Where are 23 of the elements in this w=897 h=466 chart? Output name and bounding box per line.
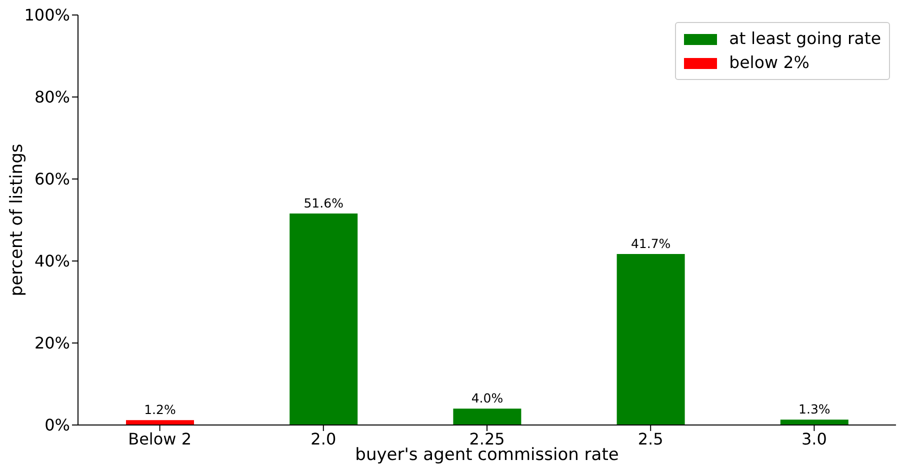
legend-label: below 2% <box>729 52 810 74</box>
bar <box>616 254 685 425</box>
bar <box>290 213 358 425</box>
y-tick-label: 60% <box>34 170 70 189</box>
bar <box>126 420 194 425</box>
data-label: 51.6% <box>304 195 344 210</box>
y-tick-label: 100% <box>24 6 70 25</box>
x-tick-label: Below 2 <box>128 429 192 448</box>
data-label: 41.7% <box>630 236 671 252</box>
y-tick-label: 20% <box>34 334 70 353</box>
bar <box>453 408 522 425</box>
data-label: 1.2% <box>144 402 176 418</box>
y-tick-label: 40% <box>34 252 70 271</box>
data-label: 1.3% <box>798 402 830 417</box>
y-tick-label: 0% <box>44 416 70 435</box>
data-label: 4.0% <box>471 390 504 406</box>
y-tick-label: 80% <box>34 88 70 107</box>
bar <box>780 420 848 425</box>
x-tick-label: 2.0 <box>310 429 336 448</box>
x-tick-label: 2.5 <box>638 429 664 448</box>
x-tick-label: 3.0 <box>801 429 827 448</box>
y-axis-title: percent of listings <box>7 144 27 296</box>
legend-label: at least going rate <box>729 28 881 50</box>
